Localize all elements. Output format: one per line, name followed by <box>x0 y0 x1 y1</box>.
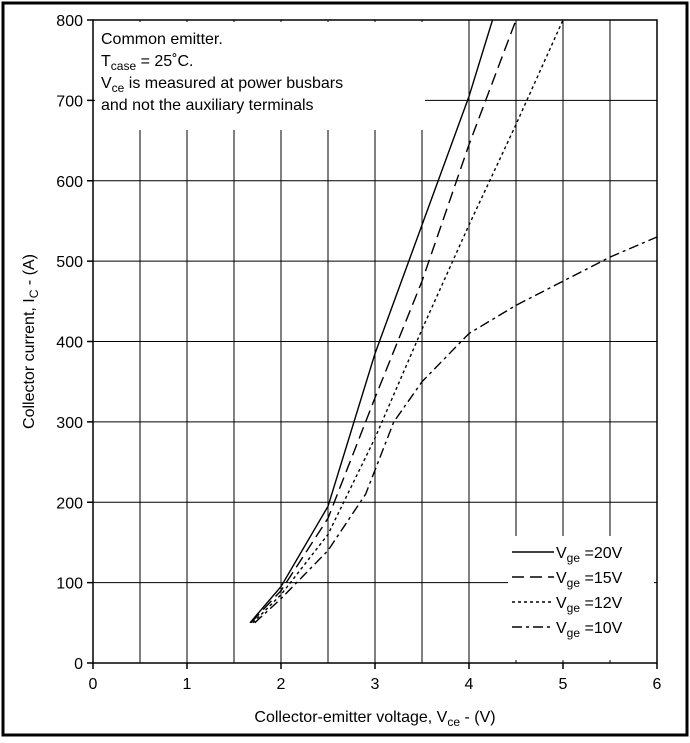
annotation-line-3: Vce is measured at power busbars <box>101 75 343 95</box>
x-tick-label: 5 <box>559 676 568 693</box>
y-tick-label: 400 <box>56 335 83 352</box>
x-tick-label: 1 <box>183 676 192 693</box>
annotation-line-2: Tcase = 25˚C. <box>101 53 194 73</box>
x-tick-label: 4 <box>465 676 474 693</box>
annotation-box: Common emitter. Tcase = 25˚C. Vce is mea… <box>95 22 425 130</box>
y-tick-label: 0 <box>74 656 83 673</box>
annotation-background <box>95 22 425 130</box>
y-tick-label: 500 <box>56 254 83 271</box>
x-tick-label: 0 <box>89 676 98 693</box>
y-tick-label: 100 <box>56 576 83 593</box>
legend-background <box>508 536 654 660</box>
x-tick-label: 2 <box>277 676 286 693</box>
legend-label-1: Vge =20V <box>556 545 623 565</box>
series-line-3 <box>252 20 564 624</box>
y-tick-label: 200 <box>56 495 83 512</box>
annotation-line-4: and not the auxiliary terminals <box>101 97 314 114</box>
y-tick-label: 700 <box>56 93 83 110</box>
legend: Vge =20V Vge =15V Vge =12V Vge =10V <box>508 536 654 660</box>
y-tick-label: 600 <box>56 174 83 191</box>
series-line-2 <box>250 20 517 624</box>
x-axis-label: Collector-emitter voltage, Vce - (V) <box>254 709 495 729</box>
y-tick-label: 300 <box>56 415 83 432</box>
series-line-4 <box>254 236 657 624</box>
legend-label-3: Vge =12V <box>556 595 623 615</box>
y-axis-label: Collector current, IC - (A) <box>21 254 41 429</box>
legend-label-2: Vge =15V <box>556 570 623 590</box>
y-tick-label: 800 <box>56 13 83 30</box>
x-tick-label: 3 <box>371 676 380 693</box>
x-tick-label: 6 <box>653 676 662 693</box>
series-line-1 <box>249 20 494 624</box>
annotation-line-1: Common emitter. <box>101 31 223 48</box>
legend-label-4: Vge =10V <box>556 620 623 640</box>
series-lines <box>249 20 657 624</box>
axis-ticks: 0 1 2 3 4 5 6 0 100 200 300 400 500 600 700 800 <box>56 13 661 693</box>
